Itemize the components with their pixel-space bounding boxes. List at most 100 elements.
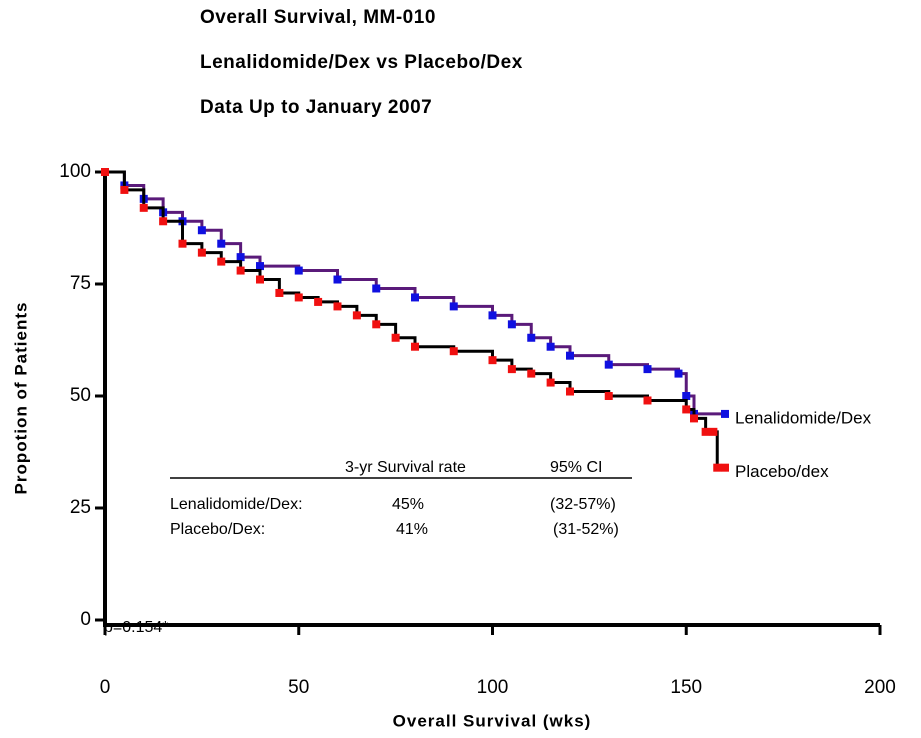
survival-step xyxy=(647,367,680,374)
survival-step xyxy=(713,430,719,468)
survival-step xyxy=(260,278,281,293)
censor-marker xyxy=(546,378,555,387)
table-cell: Lenalidomide/Dex: xyxy=(170,496,303,513)
survival-step xyxy=(608,363,649,370)
censor-marker xyxy=(674,369,683,378)
censor-marker xyxy=(449,302,458,311)
survival-step xyxy=(298,269,339,280)
table-cell: (32-57%) xyxy=(550,496,616,513)
survival-step xyxy=(105,170,126,190)
censor-marker xyxy=(604,392,613,400)
survival-step xyxy=(415,345,456,352)
x-tick-label: 200 xyxy=(864,677,896,698)
censor-marker xyxy=(372,284,381,293)
y-tick-label: 25 xyxy=(70,497,91,518)
survival-step xyxy=(453,349,494,361)
censor-marker xyxy=(391,333,400,342)
censor-marker xyxy=(527,333,536,342)
y-tick-label: 0 xyxy=(80,609,91,630)
censor-marker xyxy=(256,262,264,271)
censor-marker xyxy=(178,239,187,248)
censor-marker xyxy=(643,396,652,405)
censor-marker xyxy=(275,288,284,297)
censor-marker xyxy=(721,463,729,472)
censor-marker xyxy=(682,405,691,414)
censor-marker xyxy=(294,293,303,302)
y-tick-label: 100 xyxy=(59,161,91,182)
table-cell: 41% xyxy=(396,521,428,538)
x-axis-label: Overall Survival (wks) xyxy=(393,711,592,730)
survival-step xyxy=(201,228,223,244)
censor-marker xyxy=(159,217,168,226)
survival-step xyxy=(124,188,146,208)
censor-marker xyxy=(690,414,698,423)
censor-marker xyxy=(256,275,264,284)
censor-marker xyxy=(197,226,206,235)
survival-step xyxy=(608,394,649,401)
censor-marker xyxy=(527,369,536,378)
table-header: 95% CI xyxy=(550,459,602,476)
table-cell: Placebo/Dex: xyxy=(170,521,265,538)
censor-marker xyxy=(236,266,245,275)
censor-marker xyxy=(701,427,710,436)
chart-title: Overall Survival, MM-010 xyxy=(200,7,436,28)
survival-step xyxy=(221,242,243,258)
censor-marker xyxy=(507,320,516,329)
censor-marker xyxy=(372,320,381,329)
censor-marker xyxy=(120,185,129,194)
x-tick-label: 100 xyxy=(477,677,509,698)
x-tick-label: 0 xyxy=(100,677,111,698)
censor-marker xyxy=(604,360,613,369)
censor-marker xyxy=(643,365,652,374)
censor-marker xyxy=(566,351,574,360)
table-cell: (31-52%) xyxy=(553,521,619,538)
series-label: Lenalidomide/Dex xyxy=(735,408,872,427)
survival-step xyxy=(143,206,165,222)
censor-marker xyxy=(217,239,226,248)
table-header: 3-yr Survival rate xyxy=(345,459,466,476)
chart-subtitle: Lenalidomide/Dex vs Placebo/Dex xyxy=(200,52,523,73)
x-tick-label: 50 xyxy=(288,677,309,698)
censor-marker xyxy=(411,342,419,351)
censor-marker xyxy=(197,248,206,257)
y-tick-label: 50 xyxy=(70,385,91,406)
censor-marker xyxy=(333,302,342,311)
censor-marker xyxy=(546,342,555,351)
censor-marker xyxy=(449,347,458,356)
censor-marker xyxy=(411,293,419,302)
x-tick-label: 150 xyxy=(670,677,702,698)
censor-marker xyxy=(333,275,342,284)
censor-marker xyxy=(101,168,109,176)
censor-marker xyxy=(139,203,148,212)
survival-step xyxy=(163,219,184,244)
series-label: Placebo/dex xyxy=(735,462,829,481)
survival-step xyxy=(453,304,494,316)
survival-step xyxy=(376,322,398,338)
censor-marker xyxy=(488,311,497,320)
survival-step xyxy=(376,286,417,298)
table-cell: 45% xyxy=(392,496,424,513)
censor-marker xyxy=(488,356,497,365)
survival-step xyxy=(337,278,378,289)
censor-marker xyxy=(507,365,516,374)
censor-marker xyxy=(713,463,722,472)
chart-subtitle: Data Up to January 2007 xyxy=(200,97,432,118)
y-axis-label: Propotion of Patients xyxy=(11,302,30,495)
censor-marker xyxy=(709,427,718,436)
censor-marker xyxy=(314,297,323,306)
censor-marker xyxy=(217,257,226,266)
survival-step xyxy=(260,264,301,271)
survival-step xyxy=(511,322,533,338)
survival-step xyxy=(647,398,688,410)
censor-marker xyxy=(236,253,245,262)
y-tick-label: 75 xyxy=(70,273,91,294)
censor-marker xyxy=(294,266,303,275)
survival-step xyxy=(570,390,611,396)
annotation: p=0.154* xyxy=(104,619,169,636)
survival-step xyxy=(415,295,456,307)
censor-marker xyxy=(566,387,574,396)
censor-marker xyxy=(352,311,361,320)
censor-marker xyxy=(682,392,691,400)
survival-step xyxy=(570,354,611,365)
